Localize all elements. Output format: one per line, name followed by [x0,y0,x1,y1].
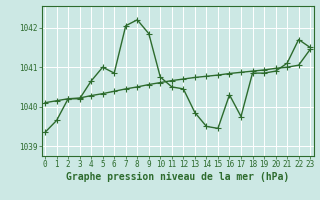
X-axis label: Graphe pression niveau de la mer (hPa): Graphe pression niveau de la mer (hPa) [66,172,289,182]
